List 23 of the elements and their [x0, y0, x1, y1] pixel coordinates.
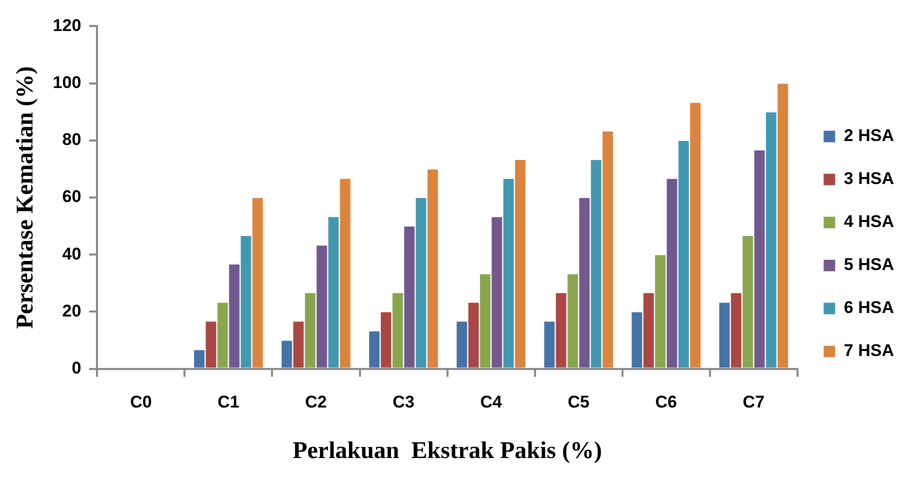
x-tick-label: C7 [742, 392, 765, 412]
legend-label: 5 HSA [844, 255, 894, 274]
x-tick-label: C3 [392, 392, 414, 412]
y-tick-label: 120 [52, 16, 82, 35]
y-tick-label: 20 [62, 301, 82, 320]
x-tick-label: C6 [655, 392, 677, 412]
x-tick-label: C1 [218, 392, 240, 412]
y-tick-label: 80 [62, 130, 82, 150]
legend-label: 7 HSA [844, 341, 894, 360]
y-tick-label: 0 [72, 358, 82, 378]
x-tick-label: C2 [305, 392, 327, 412]
y-tick-label: 60 [62, 187, 82, 206]
x-tick-label: C0 [130, 392, 152, 412]
x-axis-title: Perlakuan Ekstrak Pakis (%) [292, 438, 602, 464]
legend-label: 2 HSA [844, 126, 894, 146]
legend-label: 6 HSA [844, 298, 894, 318]
y-axis-title: Persentase Kematian (%) [12, 66, 39, 329]
legend-label: 3 HSA [844, 169, 894, 188]
x-tick-label: C4 [480, 392, 502, 412]
legend-label: 4 HSA [844, 212, 894, 232]
y-tick-label: 100 [52, 72, 82, 92]
x-tick-label: C5 [568, 392, 590, 412]
y-tick-label: 40 [62, 244, 82, 264]
